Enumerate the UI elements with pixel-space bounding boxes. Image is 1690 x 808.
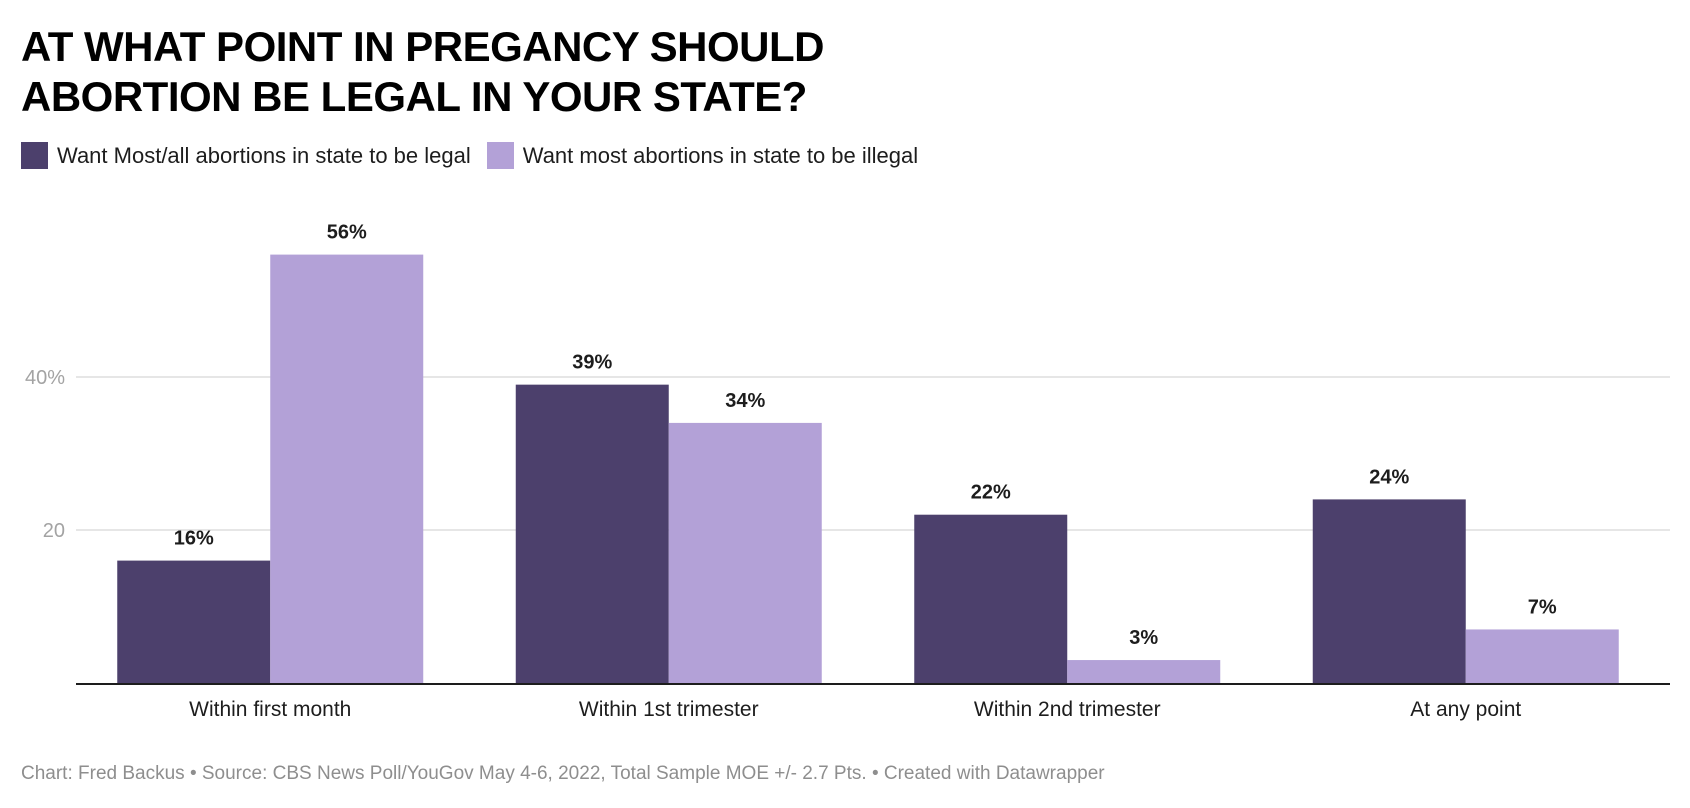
legend-swatch-illegal [486, 142, 514, 169]
y-tick-label: 40% [25, 367, 65, 389]
chart-title: AT WHAT POINT IN PREGANCY SHOULD ABORTIO… [21, 22, 921, 122]
x-tick-label: Within first month [189, 698, 351, 721]
legend-swatch-legal [21, 142, 48, 169]
title-line-1: AT WHAT POINT IN PREGANCY SHOULD [21, 23, 825, 70]
x-tick-label: At any point [1410, 698, 1521, 721]
data-label: 34% [725, 390, 765, 412]
bar-chart: 20 40% 16% 56% Within first month 39% 34% Withi… [25, 222, 1670, 721]
data-label: 56% [327, 222, 367, 244]
bar [270, 254, 424, 683]
legend-label-illegal: Want most abortions in state to be illeg… [522, 142, 919, 168]
y-tick-label: 20 [43, 520, 65, 542]
data-label: 22% [971, 482, 1011, 504]
data-label: 16% [174, 528, 214, 550]
bar [668, 422, 822, 683]
legend-item-legal: Want Most/all abortions in state to be l… [21, 142, 471, 169]
bar [117, 560, 271, 683]
bar [914, 514, 1068, 683]
data-label: 7% [1528, 596, 1557, 618]
bar [1067, 660, 1221, 683]
data-label: 39% [572, 352, 612, 374]
legend-item-illegal: Want most abortions in state to be illeg… [486, 142, 919, 169]
bar [1312, 499, 1466, 683]
bar [515, 384, 669, 683]
x-tick-label: Within 1st trimester [579, 698, 759, 721]
x-tick-label: Within 2nd trimester [974, 698, 1161, 721]
legend-label-legal: Want Most/all abortions in state to be l… [57, 142, 471, 168]
chart-footer: Chart: Fred Backus • Source: CBS News Po… [21, 763, 1105, 784]
bar [1465, 629, 1619, 683]
legend: Want Most/all abortions in state to be l… [21, 142, 934, 169]
data-label: 3% [1129, 627, 1158, 649]
data-label: 24% [1369, 466, 1409, 488]
title-line-2: ABORTION BE LEGAL IN YOUR STATE? [21, 73, 807, 120]
